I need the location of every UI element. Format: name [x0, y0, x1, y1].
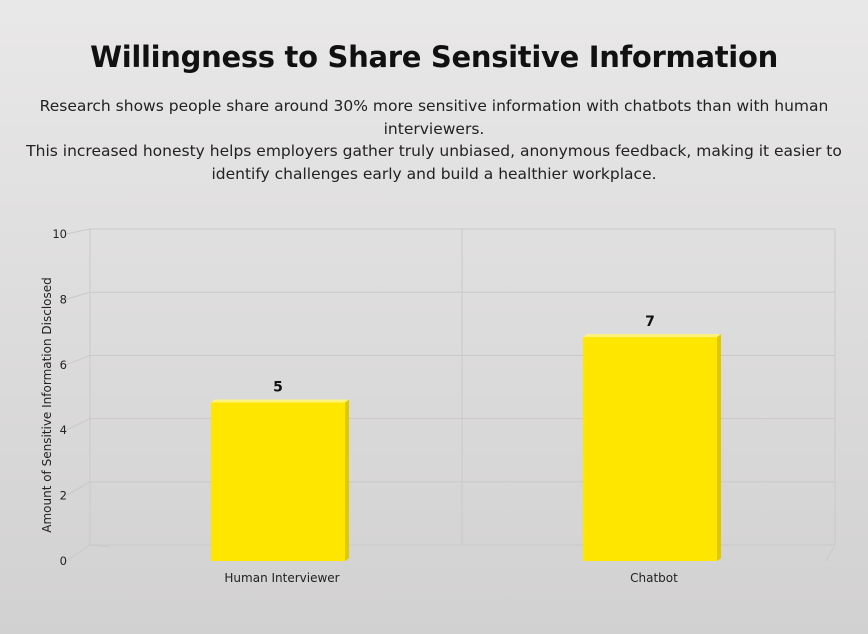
gridline-side — [65, 228, 91, 235]
floor-left-edge — [89, 544, 111, 548]
chart-subtitle: Research shows people share around 30% m… — [20, 95, 848, 185]
gridline-side — [65, 291, 91, 300]
gridline-side — [65, 354, 91, 366]
bar — [211, 402, 345, 561]
y-tick-label: 6 — [60, 358, 67, 372]
bar — [583, 337, 717, 561]
bar-top-face — [211, 399, 349, 403]
bar-side-face — [345, 399, 349, 561]
floor-right-edge — [825, 544, 836, 562]
y-axis-label: Amount of Sensitive Information Disclose… — [40, 277, 54, 533]
bar-group — [583, 334, 721, 561]
chart-title: Willingness to Share Sensitive Informati… — [90, 40, 778, 74]
bar-value-label: 7 — [645, 314, 655, 330]
bar-layer — [211, 334, 721, 561]
gridline-side — [65, 418, 91, 431]
y-tick-label: 10 — [52, 227, 67, 241]
bar-side-face — [717, 334, 721, 561]
gridline-side — [65, 544, 91, 562]
y-tick-label: 8 — [60, 292, 67, 306]
bar-top-face — [583, 334, 721, 338]
y-tick-label: 2 — [60, 489, 67, 503]
x-category-label: Human Interviewer — [224, 571, 339, 585]
subtitle-line-2: This increased honesty helps employers g… — [26, 142, 842, 183]
y-tick-label: 4 — [60, 423, 67, 437]
x-category-label: Chatbot — [630, 571, 678, 585]
y-tick-label: 0 — [60, 554, 67, 568]
subtitle-line-1: Research shows people share around 30% m… — [39, 97, 829, 138]
y-tick-layer: 0 2 4 6 8 10 — [52, 227, 67, 568]
bar-value-label: 5 — [273, 380, 283, 396]
gridline-side — [65, 481, 91, 497]
label-layer: 5 Human Interviewer 7 Chatbot — [224, 314, 678, 585]
bar-group — [211, 399, 349, 561]
